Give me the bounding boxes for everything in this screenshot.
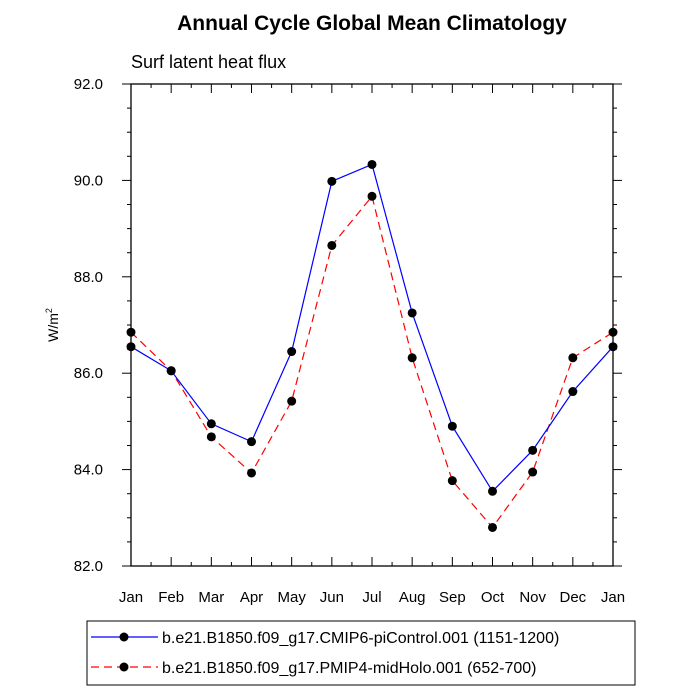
y-tick-label: 90.0	[74, 172, 103, 189]
data-point	[568, 387, 578, 397]
data-point	[206, 419, 216, 429]
data-point	[407, 353, 417, 363]
data-point	[488, 486, 497, 496]
y-tick-label: 88.0	[74, 269, 103, 286]
series-line	[130, 194, 614, 529]
x-tick-label: Mar	[198, 589, 224, 606]
data-point	[488, 522, 497, 532]
data-point	[287, 396, 297, 406]
data-point	[447, 476, 457, 486]
data-point	[407, 308, 417, 318]
x-tick-label: May	[277, 589, 306, 606]
data-point	[568, 353, 578, 363]
legend-item: b.e21.B1850.f09_g17.PMIP4-midHolo.001 (6…	[91, 660, 536, 677]
legend: b.e21.B1850.f09_g17.CMIP6-piControl.001 …	[86, 620, 636, 686]
chart-subtitle: Surf latent heat flux	[131, 52, 286, 72]
x-tick-label: Aug	[399, 589, 426, 606]
axis-ticks	[122, 83, 622, 567]
x-tick-label: Nov	[519, 589, 546, 606]
y-tick-label: 82.0	[74, 558, 103, 575]
svg-text:W/m2: W/m2	[44, 308, 61, 342]
data-point	[367, 159, 377, 169]
data-point	[287, 347, 297, 357]
data-point	[247, 468, 256, 478]
legend-box	[86, 620, 636, 686]
data-point	[528, 467, 538, 477]
axis-tick-labels: Jan Feb Mar Apr May Jun Jul Aug Sep Oct Nov Dec Jan 8…	[74, 76, 625, 606]
series-line	[130, 163, 614, 493]
y-axis-label-exponent: 2	[44, 308, 54, 313]
legend-item: b.e21.B1850.f09_g17.CMIP6-piControl.001 …	[91, 630, 559, 647]
x-tick-label: Jun	[320, 589, 344, 606]
legend-marker	[119, 632, 129, 642]
x-tick-label: Jan	[119, 589, 143, 606]
y-axis-label-base: W/m	[45, 313, 61, 342]
data-point	[327, 176, 337, 186]
x-tick-label: Jul	[362, 589, 381, 606]
x-tick-label: Oct	[481, 589, 505, 606]
y-tick-label: 84.0	[74, 462, 103, 479]
x-tick-label: Feb	[158, 589, 184, 606]
series-layer	[126, 159, 618, 532]
x-tick-label: Apr	[240, 589, 263, 606]
series-1	[126, 159, 618, 496]
x-tick-label: Jan	[601, 589, 625, 606]
y-tick-label: 86.0	[74, 365, 103, 382]
data-point	[166, 366, 176, 376]
data-point	[327, 240, 337, 250]
data-point	[247, 437, 256, 447]
legend-label: b.e21.B1850.f09_g17.CMIP6-piControl.001 …	[162, 630, 559, 647]
legend-label: b.e21.B1850.f09_g17.PMIP4-midHolo.001 (6…	[162, 660, 536, 677]
series-2	[126, 191, 618, 532]
legend-marker	[119, 662, 129, 672]
data-point	[367, 191, 377, 201]
chart-title: Annual Cycle Global Mean Climatology	[177, 12, 567, 35]
x-tick-label: Dec	[559, 589, 586, 606]
y-tick-label: 92.0	[74, 76, 103, 93]
data-point	[447, 421, 457, 431]
data-point	[528, 445, 538, 455]
y-axis-label: W/m2	[44, 308, 61, 342]
x-tick-label: Sep	[439, 589, 466, 606]
plot-frame	[130, 83, 614, 567]
data-point	[206, 432, 216, 442]
